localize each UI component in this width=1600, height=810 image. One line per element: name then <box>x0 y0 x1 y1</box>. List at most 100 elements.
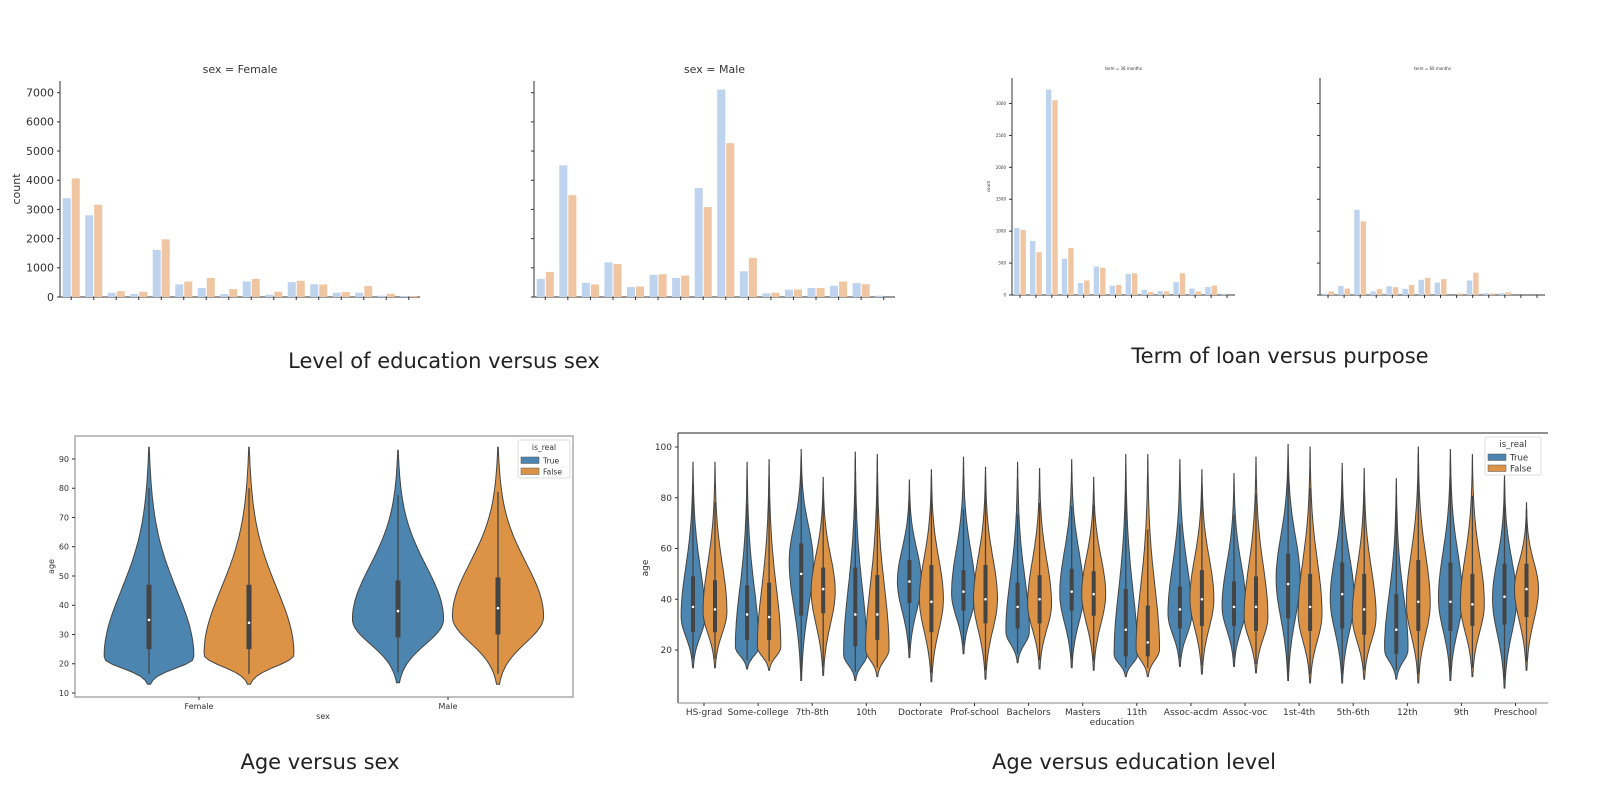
bar <box>1498 293 1505 295</box>
y-tick-label: 0 <box>1003 292 1006 297</box>
bar <box>1408 284 1415 295</box>
bar <box>130 294 139 297</box>
bar <box>1402 288 1408 295</box>
median-marker <box>854 613 857 616</box>
median-marker <box>1449 600 1452 604</box>
y-tick-label: 4000 <box>26 174 54 187</box>
y-tick-label: 2000 <box>26 232 54 245</box>
median-marker <box>1340 592 1344 596</box>
bar <box>1100 267 1106 295</box>
y-tick-label: 90 <box>59 455 69 464</box>
iqr-box <box>929 564 934 633</box>
violin-chart: 10 20 30 40 50 60 70 80 90 age sex Female Male is_rea… <box>47 435 574 721</box>
iqr-box <box>983 564 988 624</box>
iqr-box <box>1502 563 1507 625</box>
x-tick-label: Assoc-voc <box>1223 708 1268 718</box>
bar <box>1068 248 1074 295</box>
bar <box>1211 285 1217 295</box>
y-axis-label: count <box>986 180 991 192</box>
legend-title: is_real <box>532 443 556 452</box>
y-axis-label: age <box>641 559 651 576</box>
bar <box>1392 287 1399 295</box>
bar <box>1322 293 1328 295</box>
bar <box>274 291 283 297</box>
iqr-box <box>1145 605 1150 657</box>
bar <box>1036 252 1042 295</box>
bar <box>400 296 409 297</box>
bar <box>793 289 802 297</box>
bar <box>364 286 373 297</box>
x-tick-label: HS-grad <box>686 708 722 718</box>
bar <box>681 275 690 297</box>
y-tick-label: 7000 <box>26 87 54 100</box>
x-tick-label: Prof-school <box>950 708 999 718</box>
median-marker <box>1395 628 1398 631</box>
bar <box>242 281 251 297</box>
median-marker <box>984 597 987 601</box>
bar-chart-panel: sex = Female 0 1000 2000 3000 4000 5000 6000 700… <box>10 63 420 304</box>
median-marker <box>821 587 825 591</box>
bar <box>1163 291 1170 295</box>
bar <box>1466 280 1473 295</box>
x-tick-label: Male <box>439 702 458 711</box>
median-marker <box>1092 592 1095 596</box>
bar <box>1344 288 1351 295</box>
iqr-box <box>1394 594 1399 654</box>
bar <box>1157 291 1163 295</box>
x-tick-label: Some-college <box>728 708 789 718</box>
bar <box>1370 291 1376 295</box>
bar <box>748 257 757 297</box>
bar <box>739 271 748 297</box>
iqr-box <box>1308 573 1313 631</box>
bar <box>545 271 554 297</box>
bar <box>139 291 148 297</box>
bar <box>1173 282 1179 295</box>
bar <box>184 281 193 297</box>
median-marker <box>1070 590 1073 593</box>
bar <box>1221 293 1227 295</box>
y-tick-label: 20 <box>59 660 69 669</box>
y-tick-label: 1500 <box>996 197 1007 202</box>
median-marker <box>147 618 151 622</box>
bar <box>703 207 712 297</box>
median-marker <box>1254 605 1258 609</box>
bar <box>658 274 667 297</box>
bar <box>1489 293 1495 295</box>
bar-chart-panel: sex = Male <box>531 63 895 300</box>
bar <box>613 264 622 297</box>
iqr-box <box>395 580 401 638</box>
bar <box>1434 282 1441 295</box>
panel-title: term = 36 months <box>1105 66 1142 71</box>
median-marker <box>1525 587 1528 591</box>
bar <box>839 281 848 297</box>
bar <box>152 249 161 297</box>
bar <box>1360 221 1367 295</box>
y-tick-label: 60 <box>59 543 69 552</box>
bar <box>568 195 577 297</box>
legend-swatch-false <box>1487 464 1507 472</box>
bar <box>1125 273 1131 295</box>
caption-age-vs-education: Age versus education level <box>992 750 1276 774</box>
bar <box>1061 258 1068 295</box>
bar-chart-panel: term = 36 months 0 500 1000 1500 2000 2500 3000… <box>986 66 1235 298</box>
legend-swatch-true <box>520 456 540 464</box>
median-marker <box>1124 628 1128 631</box>
median-marker <box>745 613 749 616</box>
bar <box>717 89 726 297</box>
bar <box>830 285 839 297</box>
bar <box>1189 288 1195 295</box>
iqr-box <box>246 584 252 650</box>
bar <box>1116 284 1122 295</box>
panel-title: sex = Male <box>684 63 745 76</box>
bar <box>852 283 861 297</box>
bar <box>1473 272 1479 295</box>
iqr-box <box>691 576 695 633</box>
median-marker <box>1286 582 1290 586</box>
y-tick-label: 10 <box>59 689 69 698</box>
bar <box>1354 209 1360 295</box>
bar <box>377 295 386 297</box>
bar <box>590 284 599 297</box>
median-marker <box>1308 605 1312 609</box>
